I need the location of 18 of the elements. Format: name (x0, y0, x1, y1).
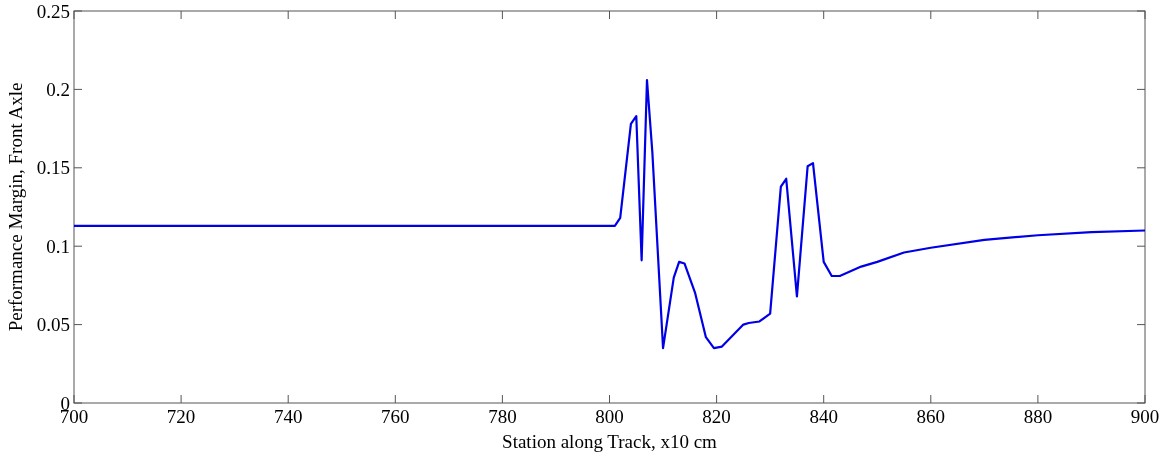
x-tick-label: 900 (1130, 406, 1160, 427)
x-tick-label: 860 (916, 406, 946, 427)
x-tick-label: 820 (702, 406, 731, 427)
y-tick-label: 0.2 (46, 79, 70, 101)
y-tick-label: 0.1 (46, 235, 70, 257)
x-tick-label: 740 (273, 406, 303, 427)
x-tick-label: 800 (595, 406, 624, 427)
y-tick-label: 0.05 (36, 314, 70, 336)
y-tick-label: 0.15 (36, 157, 70, 179)
x-tick-label: 840 (809, 406, 838, 427)
x-tick-label: 760 (381, 406, 410, 427)
y-tick-label: 0.25 (36, 0, 70, 22)
x-tick-label: 780 (488, 406, 517, 427)
x-tick-label: 880 (1023, 406, 1053, 427)
x-tick-label: 720 (166, 406, 196, 427)
line-series (72, 78, 1147, 350)
x-axis-title: Station along Track, x10 cm (502, 431, 718, 452)
y-axis-title: Performance Margin, Front Axle (5, 82, 26, 332)
